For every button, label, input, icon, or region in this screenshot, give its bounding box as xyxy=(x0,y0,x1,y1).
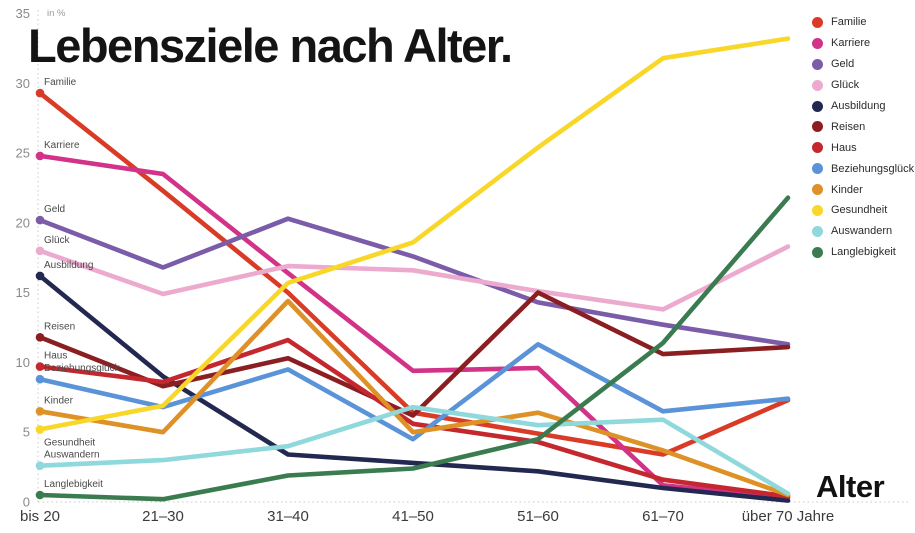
legend-color-dot xyxy=(812,163,823,175)
legend-color-dot xyxy=(812,246,823,258)
legend-label: Gesundheit xyxy=(831,204,888,217)
x-tick-label: über 70 Jahre xyxy=(742,508,835,525)
legend-label: Glück xyxy=(831,79,860,92)
legend-label: Langlebigkeit xyxy=(831,246,896,259)
legend-item: Auswandern xyxy=(812,221,914,242)
series-line-haus xyxy=(37,337,791,499)
legend-label: Familie xyxy=(831,16,867,29)
legend-item: Geld xyxy=(812,54,914,75)
legend-color-dot xyxy=(812,16,823,28)
legend-color-dot xyxy=(812,184,823,196)
legend-item: Karriere xyxy=(812,33,914,54)
series-start-dot xyxy=(35,271,45,281)
x-axis-title: Alter xyxy=(816,469,885,504)
legend-item: Langlebigkeit xyxy=(812,242,914,263)
legend-label: Geld xyxy=(831,58,855,71)
series-start-label: Auswandern xyxy=(44,450,100,461)
series-start-dot xyxy=(35,490,45,500)
x-tick-label: 51–60 xyxy=(517,508,559,525)
series-line-gesundheit xyxy=(37,36,791,432)
series-start-dot xyxy=(35,88,45,98)
series-start-label: Haus xyxy=(44,351,67,362)
legend-item: Kinder xyxy=(812,179,914,200)
series-start-label: Geld xyxy=(44,204,65,215)
series-start-dot xyxy=(35,425,45,434)
x-tick-label: 21–30 xyxy=(142,508,184,525)
legend-item: Gesundheit xyxy=(812,200,914,221)
legend-label: Ausbildung xyxy=(831,100,886,112)
series-start-label: Reisen xyxy=(44,321,75,332)
legend-color-dot xyxy=(812,79,823,91)
series-line-auswandern xyxy=(37,404,791,496)
series-start-dot xyxy=(35,362,45,371)
x-tick-label: 41–50 xyxy=(392,508,434,525)
series-start-label: Karriere xyxy=(44,140,80,151)
series-start-label: Glück xyxy=(44,235,71,246)
legend-label: Auswandern xyxy=(831,225,893,238)
legend-color-dot xyxy=(812,37,823,49)
legend-item: Ausbildung xyxy=(812,96,914,117)
legend-item: Glück xyxy=(812,75,914,96)
x-tick-label: 61–70 xyxy=(642,508,684,525)
legend: Familie Karriere Geld Glück Ausbildung Reisen… xyxy=(812,12,914,263)
series-line-ausbildung xyxy=(37,273,791,503)
legend-label: Beziehungsglück xyxy=(831,162,915,175)
series-start-label: Ausbildung xyxy=(44,260,93,271)
legend-color-dot xyxy=(812,121,823,133)
legend-item: Haus xyxy=(812,137,914,158)
legend-color-dot xyxy=(812,58,823,70)
y-tick-label: 20 xyxy=(16,215,30,230)
legend-color-dot xyxy=(812,142,823,154)
series-line-glück xyxy=(37,244,791,312)
y-tick-label: 0 xyxy=(23,495,30,510)
y-tick-label: 30 xyxy=(16,76,30,91)
series-start-dot xyxy=(35,246,45,256)
legend-label: Reisen xyxy=(831,120,866,133)
y-tick-label: 15 xyxy=(16,285,30,300)
y-tick-label: 5 xyxy=(23,425,30,440)
legend-color-dot xyxy=(812,100,823,112)
series-line-geld xyxy=(37,216,791,347)
series-start-dot xyxy=(35,374,45,384)
series-start-label: Familie xyxy=(44,77,77,88)
series-start-label: Beziehungsglück xyxy=(44,363,121,374)
legend-label: Haus xyxy=(831,141,857,154)
series-line-karriere xyxy=(37,153,791,501)
series-line-langlebigkeit xyxy=(37,195,791,502)
series-start-label: Kinder xyxy=(44,395,74,406)
y-axis-unit-label: in % xyxy=(47,8,66,19)
legend-color-dot xyxy=(812,204,823,216)
y-tick-label: 10 xyxy=(16,355,30,370)
chart-title: Lebensziele nach Alter. xyxy=(28,19,513,72)
series-start-dot xyxy=(35,333,45,342)
series-start-label: Gesundheit xyxy=(44,437,95,448)
series-line-kinder xyxy=(37,298,791,498)
x-tick-label: bis 20 xyxy=(20,508,60,525)
legend-item: Reisen xyxy=(812,116,914,137)
legend-label: Kinder xyxy=(831,183,863,196)
series-start-dot xyxy=(35,151,45,161)
series-line-reisen xyxy=(37,290,791,418)
x-tick-label: 31–40 xyxy=(267,508,309,525)
y-tick-label: 35 xyxy=(16,6,30,21)
y-tick-label: 25 xyxy=(16,146,30,161)
series-start-dot xyxy=(35,407,45,416)
series-line-familie xyxy=(37,90,791,457)
series-start-dot xyxy=(35,215,45,225)
series-start-label: Langlebigkeit xyxy=(44,479,103,490)
legend-item: Familie xyxy=(812,12,914,33)
series-start-dot xyxy=(35,461,45,471)
legend-item: Beziehungsglück xyxy=(812,158,914,179)
legend-label: Karriere xyxy=(831,37,871,50)
legend-color-dot xyxy=(812,225,823,237)
